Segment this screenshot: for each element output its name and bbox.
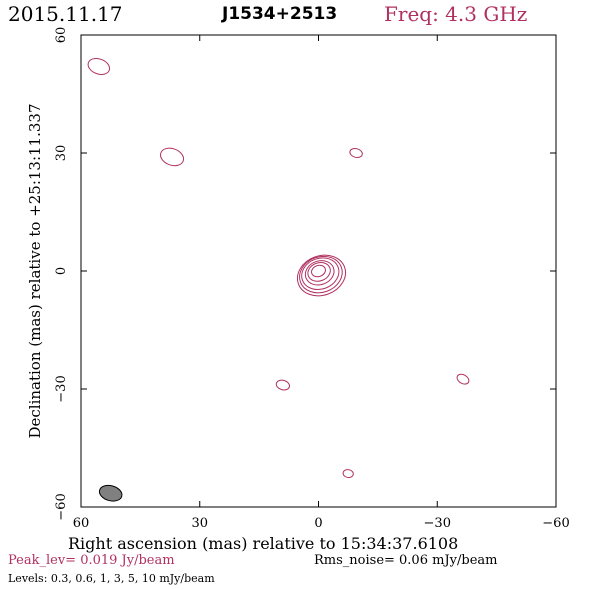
rms-noise: Rms_noise= 0.06 mJy/beam <box>314 553 498 568</box>
contour-layer <box>87 57 470 502</box>
noise-contour <box>456 373 470 385</box>
y-tick-label: 60 <box>54 27 69 44</box>
contour-level-2 <box>301 257 340 291</box>
axis-ticks <box>80 34 557 508</box>
beam-ellipse <box>98 484 123 502</box>
contour-level-0 <box>296 254 347 297</box>
x-tick-label: −30 <box>424 516 451 531</box>
y-tick-label: −30 <box>54 375 69 402</box>
x-tick-label: −60 <box>542 516 569 531</box>
frequency-label: Freq: 4.3 GHz <box>384 2 528 26</box>
y-tick-label: −60 <box>54 493 69 520</box>
noise-contour <box>160 147 185 167</box>
noise-contour <box>349 148 363 158</box>
contour-level-3 <box>304 260 335 286</box>
date-label: 2015.11.17 <box>8 2 123 26</box>
x-tick-label: 60 <box>73 516 90 531</box>
x-tick-label: 30 <box>191 516 208 531</box>
y-axis-label: Declination (mas) relative to +25:13:11.… <box>26 103 44 439</box>
contour-level-5 <box>311 264 326 278</box>
contour-levels: Levels: 0.3, 0.6, 1, 3, 5, 10 mJy/beam <box>8 572 215 585</box>
y-tick-label: 0 <box>54 267 69 275</box>
noise-contour <box>87 57 111 75</box>
source-name: J1534+2513 <box>222 4 338 24</box>
noise-contour <box>275 379 290 391</box>
tick-labels: 60 60 30 30 0 0 −30 −30 −60 −60 <box>54 27 570 531</box>
y-tick-label: 30 <box>54 145 69 162</box>
contour-level-4 <box>307 262 331 282</box>
x-tick-label: 0 <box>314 516 322 531</box>
plot-frame <box>80 34 557 508</box>
noise-contour <box>342 469 354 479</box>
contour-level-1 <box>299 255 343 294</box>
peak-level: Peak_lev= 0.019 Jy/beam <box>8 553 175 568</box>
x-axis-label: Right ascension (mas) relative to 15:34:… <box>68 534 459 553</box>
